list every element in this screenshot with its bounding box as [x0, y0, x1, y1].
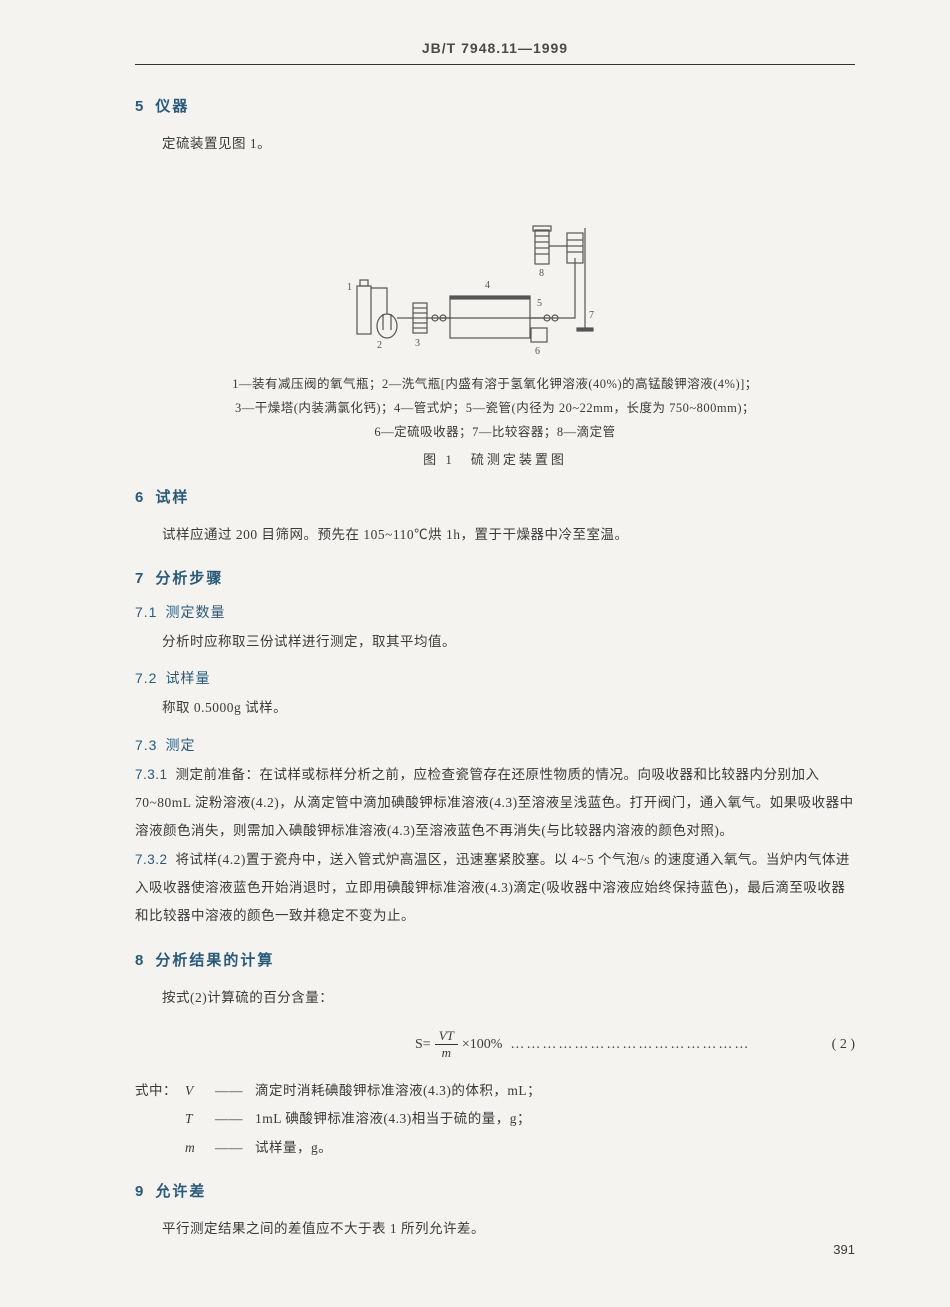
- section-6-p1: 试样应通过 200 目筛网。预先在 105~110℃烘 1h，置于干燥器中冷至室…: [135, 521, 855, 549]
- section-7-2-num: 7.2: [135, 670, 157, 686]
- section-6-title: 试样: [155, 490, 189, 506]
- section-6-num: 6: [135, 489, 145, 506]
- section-6-heading: 6 试样: [135, 486, 855, 507]
- where-desc-0: 滴定时消耗碘酸钾标准溶液(4.3)的体积，mL；: [255, 1077, 855, 1105]
- formula-2: S= VT m ×100% ……………………………………… ( 2 ): [135, 1028, 855, 1061]
- section-5-p1: 定硫装置见图 1。: [135, 130, 855, 158]
- where-dash-2: ——: [215, 1134, 255, 1162]
- section-7-1-p1: 分析时应称取三份试样进行测定，取其平均值。: [135, 628, 855, 656]
- figure-caption: 1—装有减压阀的氧气瓶；2—洗气瓶[内盛有溶于氢氧化钾溶液(40%)的高锰酸钾溶…: [135, 373, 855, 444]
- section-7-heading: 7 分析步骤: [135, 567, 855, 588]
- figure-caption-l1: 1—装有减压阀的氧气瓶；2—洗气瓶[内盛有溶于氢氧化钾溶液(40%)的高锰酸钾溶…: [135, 373, 855, 397]
- section-7-3-num: 7.3: [135, 737, 157, 753]
- where-intro: 式中：: [135, 1077, 185, 1105]
- section-5-heading: 5 仪器: [135, 95, 855, 116]
- figure-caption-l3: 6—定硫吸收器；7—比较容器；8—滴定管: [135, 421, 855, 445]
- section-7-3-2: 7.3.2将试样(4.2)置于瓷舟中，送入管式炉高温区，迅速塞紧胶塞。以 4~5…: [135, 846, 855, 931]
- figure-1: 1 2 3 4: [135, 178, 855, 363]
- where-list: 式中： V —— 滴定时消耗碘酸钾标准溶液(4.3)的体积，mL； T —— 1…: [135, 1077, 855, 1162]
- section-7-3-1-text: 测定前准备：在试样或标样分析之前，应检查瓷管存在还原性物质的情况。向吸收器和比较…: [135, 767, 854, 839]
- where-var-0: V: [185, 1077, 215, 1105]
- svg-text:2: 2: [377, 340, 382, 351]
- section-7-1-num: 7.1: [135, 604, 157, 620]
- where-dash-1: ——: [215, 1105, 255, 1133]
- svg-text:4: 4: [485, 280, 490, 291]
- section-9-p1: 平行测定结果之间的差值应不大于表 1 所列允许差。: [135, 1215, 855, 1243]
- section-9-heading: 9 允许差: [135, 1180, 855, 1201]
- section-7-3-1-num: 7.3.1: [135, 767, 168, 782]
- section-7-1-title: 测定数量: [165, 606, 225, 621]
- svg-text:5: 5: [537, 298, 542, 309]
- section-7-3-2-text: 将试样(4.2)置于瓷舟中，送入管式炉高温区，迅速塞紧胶塞。以 4~5 个气泡/…: [135, 852, 850, 924]
- formula-frac-num: VT: [435, 1028, 458, 1045]
- standard-header: JB/T 7948.11—1999: [135, 40, 855, 65]
- formula-lhs: S=: [415, 1037, 431, 1053]
- section-7-2-heading: 7.2 试样量: [135, 668, 855, 688]
- formula-frac-den: m: [438, 1045, 455, 1061]
- section-8-p1: 按式(2)计算硫的百分含量：: [135, 984, 855, 1012]
- where-dash-0: ——: [215, 1077, 255, 1105]
- figure-caption-l2: 3—干燥塔(内装满氯化钙)；4—管式炉；5—瓷管(内径为 20~22mm，长度为…: [135, 397, 855, 421]
- svg-text:6: 6: [535, 346, 540, 357]
- apparatus-diagram: 1 2 3 4: [315, 178, 675, 358]
- section-7-3-2-num: 7.3.2: [135, 852, 168, 867]
- formula-eq-num: ( 2 ): [832, 1037, 855, 1053]
- formula-dots: ………………………………………: [502, 1037, 831, 1053]
- section-8-num: 8: [135, 952, 145, 969]
- where-desc-1: 1mL 碘酸钾标准溶液(4.3)相当于硫的量，g；: [255, 1105, 855, 1133]
- section-7-1-heading: 7.1 测定数量: [135, 602, 855, 622]
- section-5-num: 5: [135, 98, 145, 115]
- section-8-title: 分析结果的计算: [155, 953, 274, 969]
- section-7-2-title: 试样量: [165, 672, 210, 687]
- section-7-3-1: 7.3.1测定前准备：在试样或标样分析之前，应检查瓷管存在还原性物质的情况。向吸…: [135, 761, 855, 846]
- section-7-3-title: 测定: [165, 739, 195, 754]
- section-9-num: 9: [135, 1183, 145, 1200]
- section-5-title: 仪器: [155, 99, 189, 115]
- section-7-title: 分析步骤: [155, 571, 223, 587]
- where-desc-2: 试样量，g。: [255, 1134, 855, 1162]
- section-9-title: 允许差: [155, 1184, 206, 1200]
- where-var-2: m: [185, 1134, 215, 1162]
- page-number: 391: [833, 1242, 855, 1257]
- section-8-heading: 8 分析结果的计算: [135, 949, 855, 970]
- svg-text:8: 8: [539, 268, 544, 279]
- where-var-1: T: [185, 1105, 215, 1133]
- section-7-2-p1: 称取 0.5000g 试样。: [135, 694, 855, 722]
- figure-title: 图 1 硫测定装置图: [135, 449, 855, 468]
- svg-text:7: 7: [589, 310, 594, 321]
- section-7-3-heading: 7.3 测定: [135, 735, 855, 755]
- formula-rhs: ×100%: [462, 1037, 503, 1053]
- svg-text:1: 1: [347, 282, 352, 293]
- section-7-num: 7: [135, 570, 145, 587]
- svg-text:3: 3: [415, 338, 420, 349]
